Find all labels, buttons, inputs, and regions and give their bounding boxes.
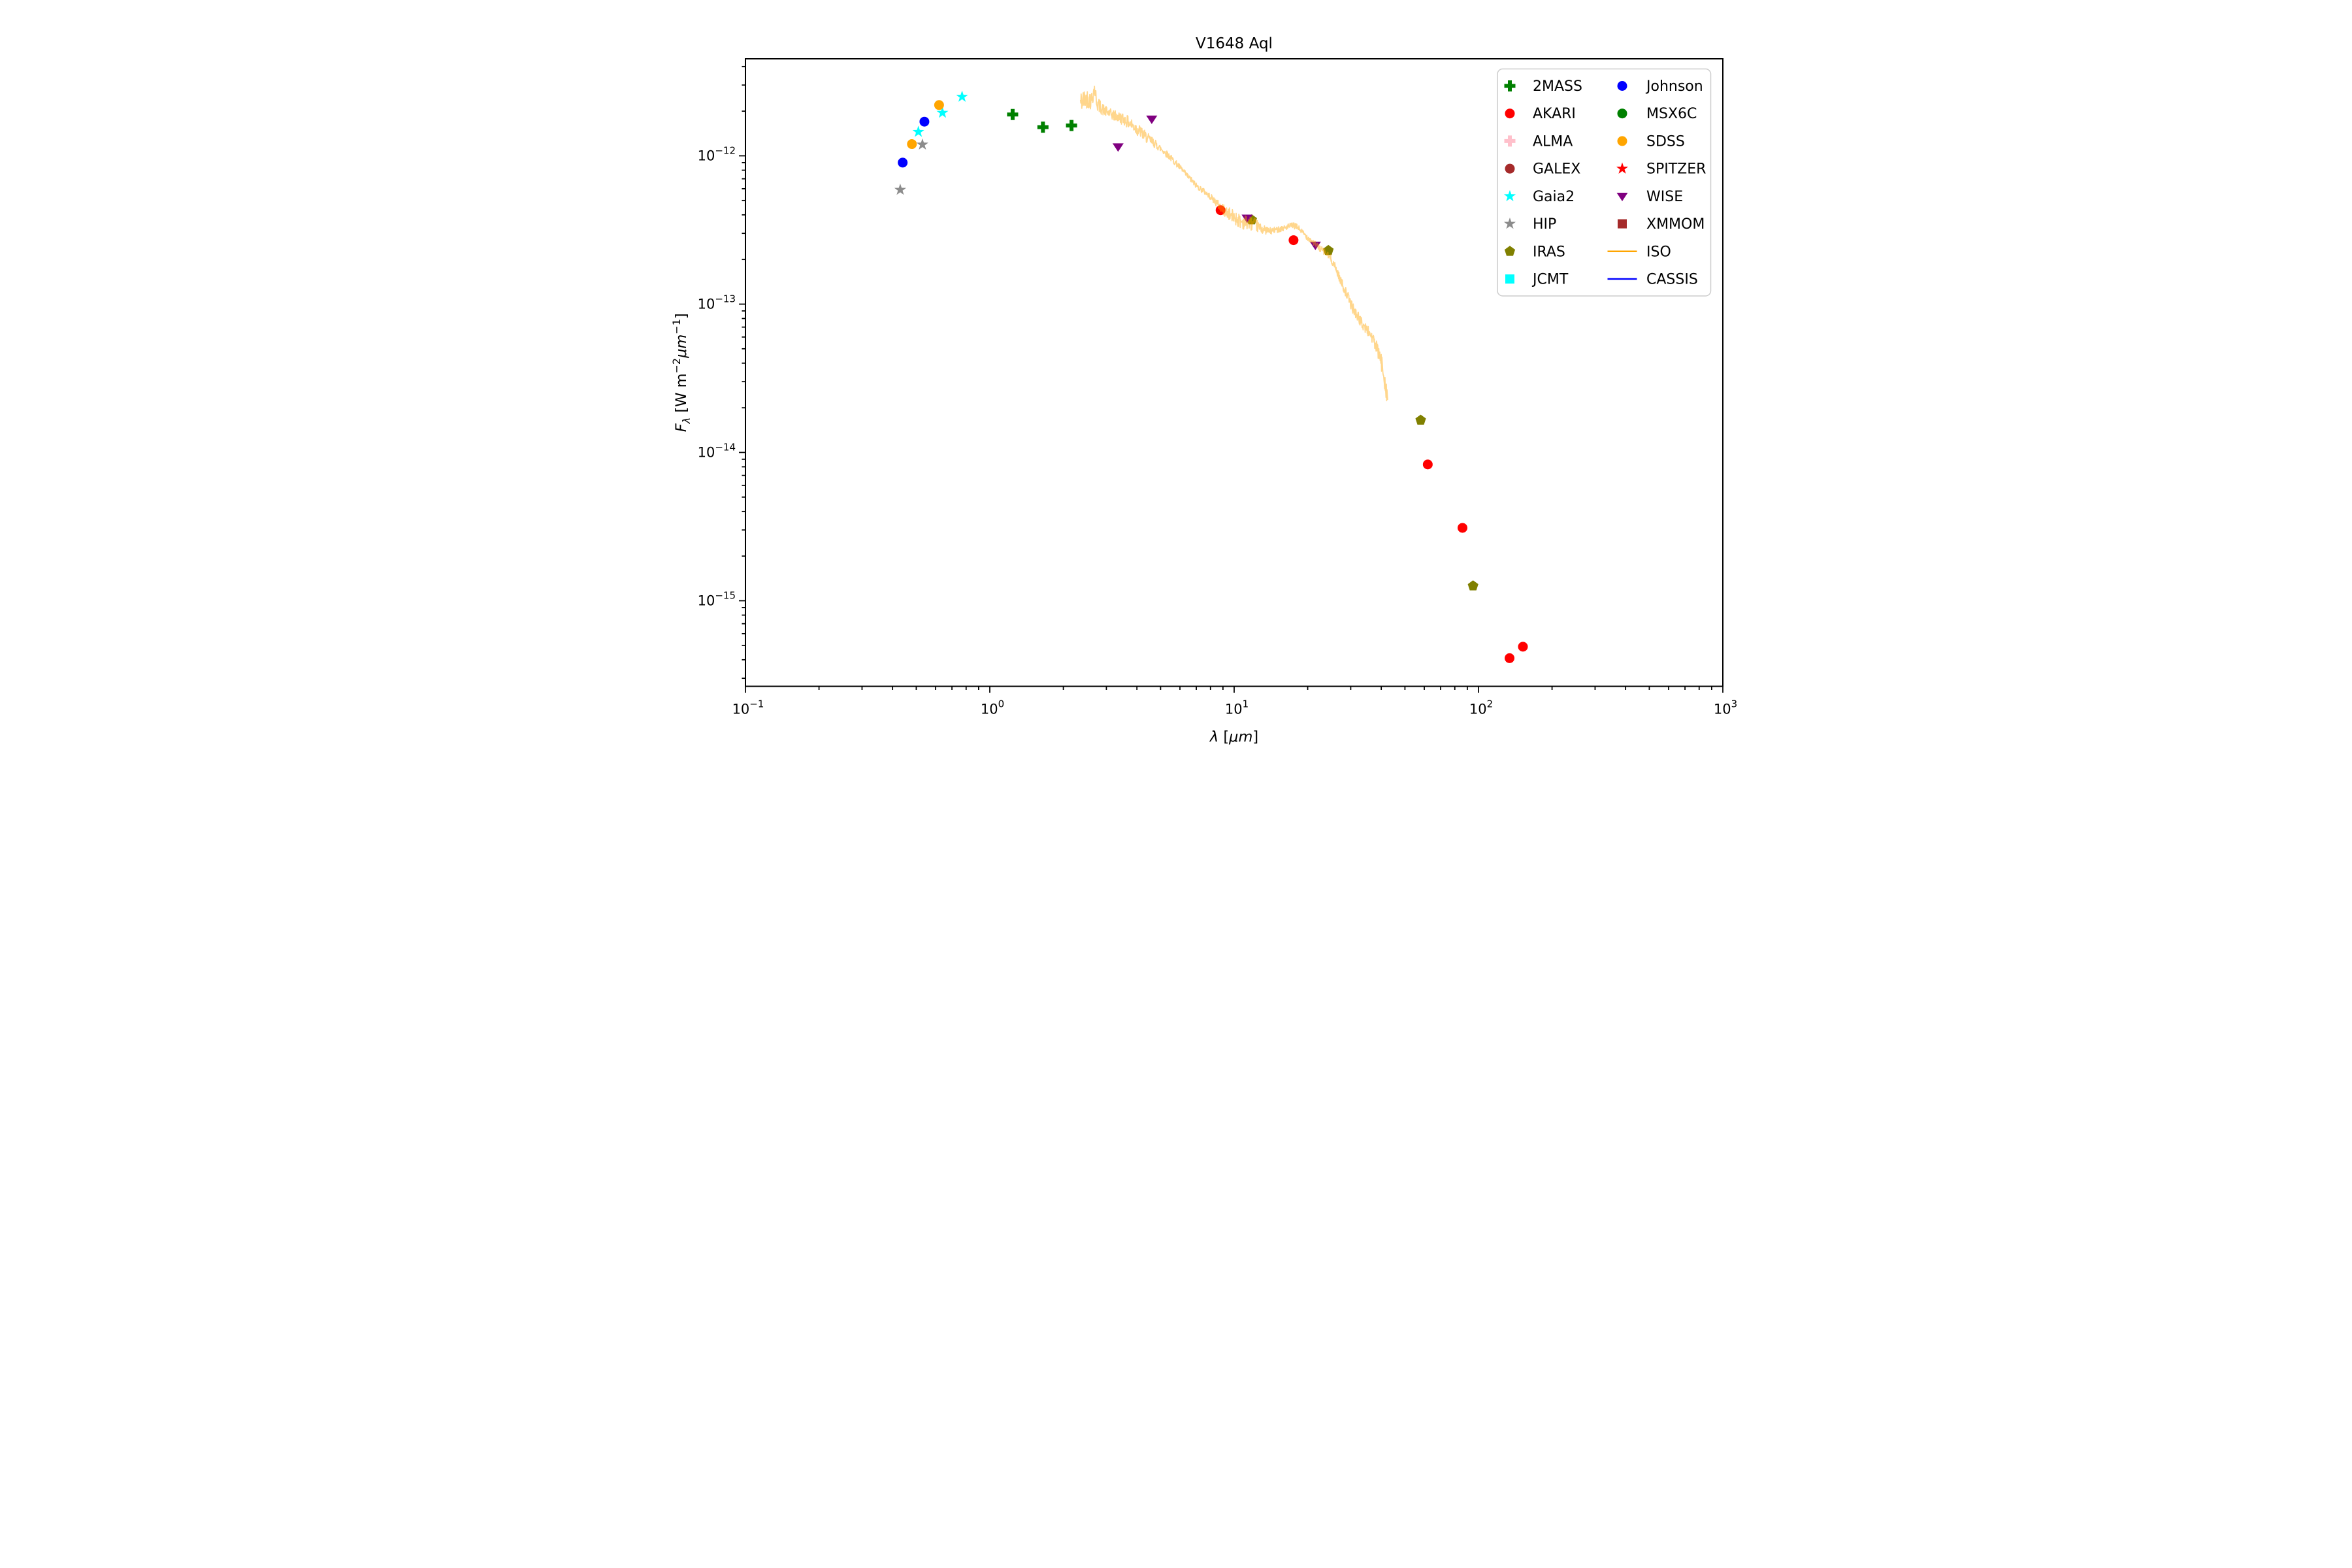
figure: 10−1 100 101 102 103 10−12 10−13 10−14 10−15 V164… [588, 0, 1764, 784]
legend-marker-GALEX [1505, 163, 1515, 174]
legend-marker-XMMOM [1618, 219, 1627, 229]
legend-marker-SDSS [1617, 136, 1627, 146]
series-AKARI-point [1422, 459, 1433, 470]
series-WISE-point [1309, 241, 1321, 250]
series-IRAS-point [1323, 244, 1334, 255]
series-HIP-point [916, 138, 928, 150]
legend-box [1497, 68, 1712, 297]
legend-marker-Johnson [1617, 81, 1627, 91]
y-tick-label: 10−12 [698, 145, 736, 164]
legend-marker-Gaia2 [1503, 189, 1516, 202]
x-axis-label: λ [μm] [1209, 728, 1258, 745]
series-AKARI-point [1215, 205, 1226, 216]
series-Johnson-point [919, 116, 930, 127]
legend-label-CASSIS: CASSIS [1646, 272, 1698, 288]
series-IRAS-point [1415, 414, 1426, 425]
chart-title: V1648 Aql [1196, 35, 1273, 52]
legend-label-WISE: WISE [1646, 189, 1683, 205]
x-tick-label: 101 [1225, 698, 1249, 717]
series-AKARI-point [1518, 642, 1528, 652]
series-IRAS-point [1467, 580, 1478, 591]
legend-label-SDSS: SDSS [1646, 133, 1685, 150]
series-Gaia2-point [956, 90, 968, 102]
series-WISE-point [1146, 115, 1158, 124]
x-tick-label: 100 [981, 698, 1004, 717]
legend-marker-AKARI [1505, 108, 1515, 119]
legend-marker-WISE [1616, 193, 1628, 202]
series-SDSS-point [907, 139, 917, 150]
legend-marker-HIP [1503, 218, 1516, 229]
legend-marker-ALMA [1504, 135, 1516, 147]
series-2MASS-point [1037, 122, 1049, 133]
legend-label-2MASS: 2MASS [1533, 78, 1582, 95]
legend-label-Johnson: Johnson [1645, 78, 1703, 95]
series-WISE-point [1241, 214, 1253, 223]
legend-label-XMMOM: XMMOM [1646, 216, 1705, 233]
legend-marker-MSX6C [1617, 108, 1627, 119]
legend-marker-IRAS [1504, 246, 1516, 256]
series-AKARI-point [1458, 523, 1468, 533]
plot-frame [745, 58, 1723, 687]
series-Johnson-point [898, 157, 908, 168]
legend-label-ISO: ISO [1646, 244, 1671, 260]
legend-label-GALEX: GALEX [1533, 161, 1580, 178]
sed-chart: 10−1 100 101 102 103 10−12 10−13 10−14 10−15 V164… [588, 0, 1764, 784]
legend-label-MSX6C: MSX6C [1646, 106, 1697, 122]
series-AKARI-point [1288, 235, 1299, 246]
legend-marker-SPITZER [1616, 162, 1629, 174]
series-SDSS-point [934, 100, 944, 110]
legend-marker-2MASS [1504, 80, 1516, 91]
series-WISE-point [1112, 143, 1124, 152]
legend-marker-JCMT [1505, 274, 1514, 284]
legend-label-IRAS: IRAS [1533, 244, 1565, 260]
series-2MASS-point [1066, 120, 1077, 131]
x-tick-label: 103 [1714, 698, 1737, 717]
legend-label-Gaia2: Gaia2 [1533, 189, 1575, 205]
x-tick-label: 10−1 [732, 698, 764, 717]
y-tick-label: 10−15 [698, 590, 736, 609]
y-tick-label: 10−14 [698, 442, 736, 461]
legend-label-JCMT: JCMT [1531, 272, 1569, 288]
series-Gaia2-point [912, 125, 924, 137]
series-HIP-point [894, 184, 906, 195]
legend-label-ALMA: ALMA [1533, 133, 1573, 150]
series-AKARI-point [1505, 653, 1515, 663]
legend-label-HIP: HIP [1533, 216, 1556, 233]
legend-label-AKARI: AKARI [1533, 106, 1576, 122]
series-2MASS-point [1007, 108, 1019, 120]
y-tick-label: 10−13 [698, 293, 736, 312]
series-Gaia2-point [936, 106, 949, 118]
iso-spectrum-curve [1079, 86, 1388, 402]
x-tick-label: 102 [1469, 698, 1493, 717]
y-axis-label: Fλ [W m−2μm−1] [670, 313, 693, 432]
legend-label-SPITZER: SPITZER [1646, 161, 1706, 178]
